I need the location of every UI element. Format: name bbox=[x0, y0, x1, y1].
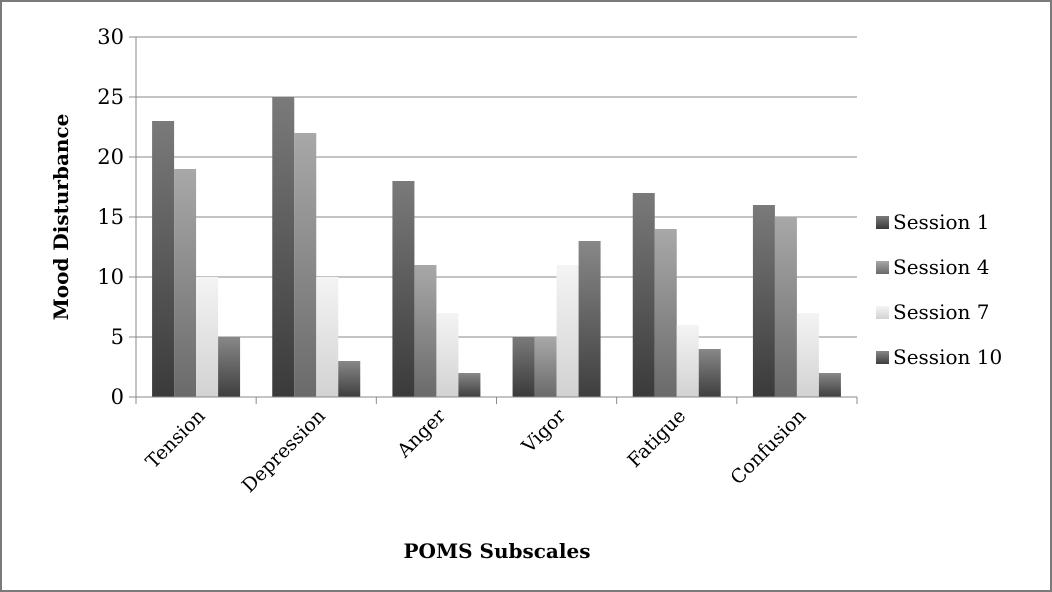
bar-session-4-depression bbox=[294, 133, 317, 397]
legend-swatch bbox=[876, 216, 889, 229]
bar-session-7-depression bbox=[316, 277, 339, 397]
legend-label: Session 7 bbox=[893, 300, 989, 324]
legend-label: Session 1 bbox=[893, 210, 989, 234]
bar-session-10-tension bbox=[218, 337, 241, 397]
bar-session-4-vigor bbox=[534, 337, 557, 397]
legend-label: Session 10 bbox=[893, 345, 1002, 369]
x-tick-label: Tension bbox=[142, 405, 210, 473]
x-tick-label: Fatigue bbox=[623, 405, 690, 472]
bar-session-10-fatigue bbox=[698, 349, 721, 397]
y-tick-label: 10 bbox=[97, 265, 124, 289]
y-tick-label: 5 bbox=[111, 325, 124, 349]
legend-swatch bbox=[876, 306, 889, 319]
bar-session-10-vigor bbox=[578, 241, 601, 397]
bar-session-7-fatigue bbox=[676, 325, 699, 397]
bar-session-1-depression bbox=[272, 97, 295, 397]
y-tick-label: 20 bbox=[97, 145, 124, 169]
bar-session-1-vigor bbox=[512, 337, 535, 397]
legend-swatch bbox=[876, 261, 889, 274]
y-tick-label: 0 bbox=[111, 385, 124, 409]
bar-session-7-tension bbox=[196, 277, 219, 397]
axes: 0 5 10 15 20 25 30 Tension Depression Anger Vigor F… bbox=[97, 25, 858, 497]
legend-label: Session 4 bbox=[893, 255, 989, 279]
bar-session-1-confusion bbox=[752, 205, 775, 397]
x-tick-label: Vigor bbox=[517, 404, 571, 458]
legend-swatch bbox=[876, 351, 889, 364]
bar-session-10-anger bbox=[458, 373, 481, 397]
x-tick-label: Confusion bbox=[726, 405, 810, 489]
bar-session-4-anger bbox=[414, 265, 437, 397]
y-axis-title: Mood Disturbance bbox=[49, 114, 73, 321]
y-tick-label: 15 bbox=[97, 205, 124, 229]
legend: Session 1 Session 4 Session 7 Session 10 bbox=[876, 210, 1002, 369]
bar-session-4-confusion bbox=[774, 217, 797, 397]
bar-session-7-anger bbox=[436, 313, 459, 397]
bar-session-1-anger bbox=[392, 181, 415, 397]
y-tick-label: 30 bbox=[97, 25, 124, 49]
bar-session-4-fatigue bbox=[654, 229, 677, 397]
y-tick-label: 25 bbox=[97, 85, 124, 109]
gridlines bbox=[136, 36, 857, 338]
bar-session-7-vigor bbox=[556, 265, 579, 397]
bar-session-1-tension bbox=[152, 121, 175, 397]
x-axis-title: POMS Subscales bbox=[404, 539, 591, 563]
bar-session-7-confusion bbox=[796, 313, 819, 397]
x-tick-label: Anger bbox=[392, 404, 450, 462]
bar-session-1-fatigue bbox=[632, 193, 655, 397]
bar-session-10-confusion bbox=[818, 373, 841, 397]
bar-session-10-depression bbox=[338, 361, 361, 397]
x-tick-label: Depression bbox=[238, 405, 330, 497]
bar-session-4-tension bbox=[174, 169, 197, 397]
bars bbox=[152, 97, 841, 397]
